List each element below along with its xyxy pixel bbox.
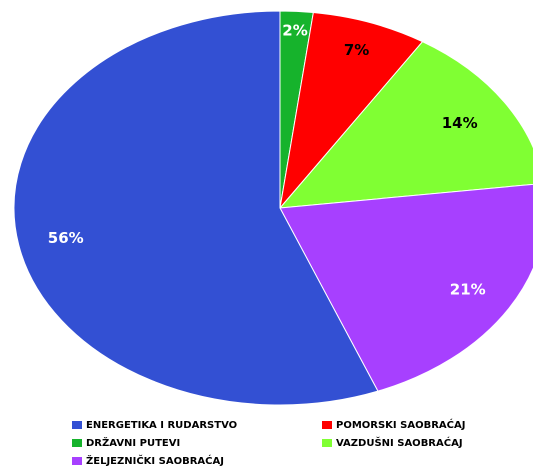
legend-swatch <box>322 439 332 447</box>
legend-label: POMORSKI SAOBRAĆAJ <box>336 418 465 431</box>
legend-label: ENERGETIKA I RUDARSTVO <box>86 420 237 431</box>
pie-slice <box>279 183 533 392</box>
pie-slice <box>278 41 533 209</box>
data-label: 21% <box>450 281 486 299</box>
legend-swatch <box>322 421 332 429</box>
legend-swatch <box>72 421 82 429</box>
legend-label: DRŽAVNI PUTEVI <box>86 436 180 449</box>
legend-label: VAZDUŠNI SAOBRAĆAJ <box>336 436 463 449</box>
data-label: 7% <box>344 41 369 59</box>
data-label: 2% <box>282 22 307 40</box>
data-label: 14% <box>442 114 478 132</box>
legend-swatch <box>72 439 82 447</box>
legend-label: ŽELJEZNIČKI SAOBRAĆAJ <box>86 454 224 467</box>
legend-swatch <box>72 457 82 465</box>
pie-slice <box>13 10 379 406</box>
pie-slice <box>279 12 424 210</box>
data-label: 56% <box>48 229 84 247</box>
